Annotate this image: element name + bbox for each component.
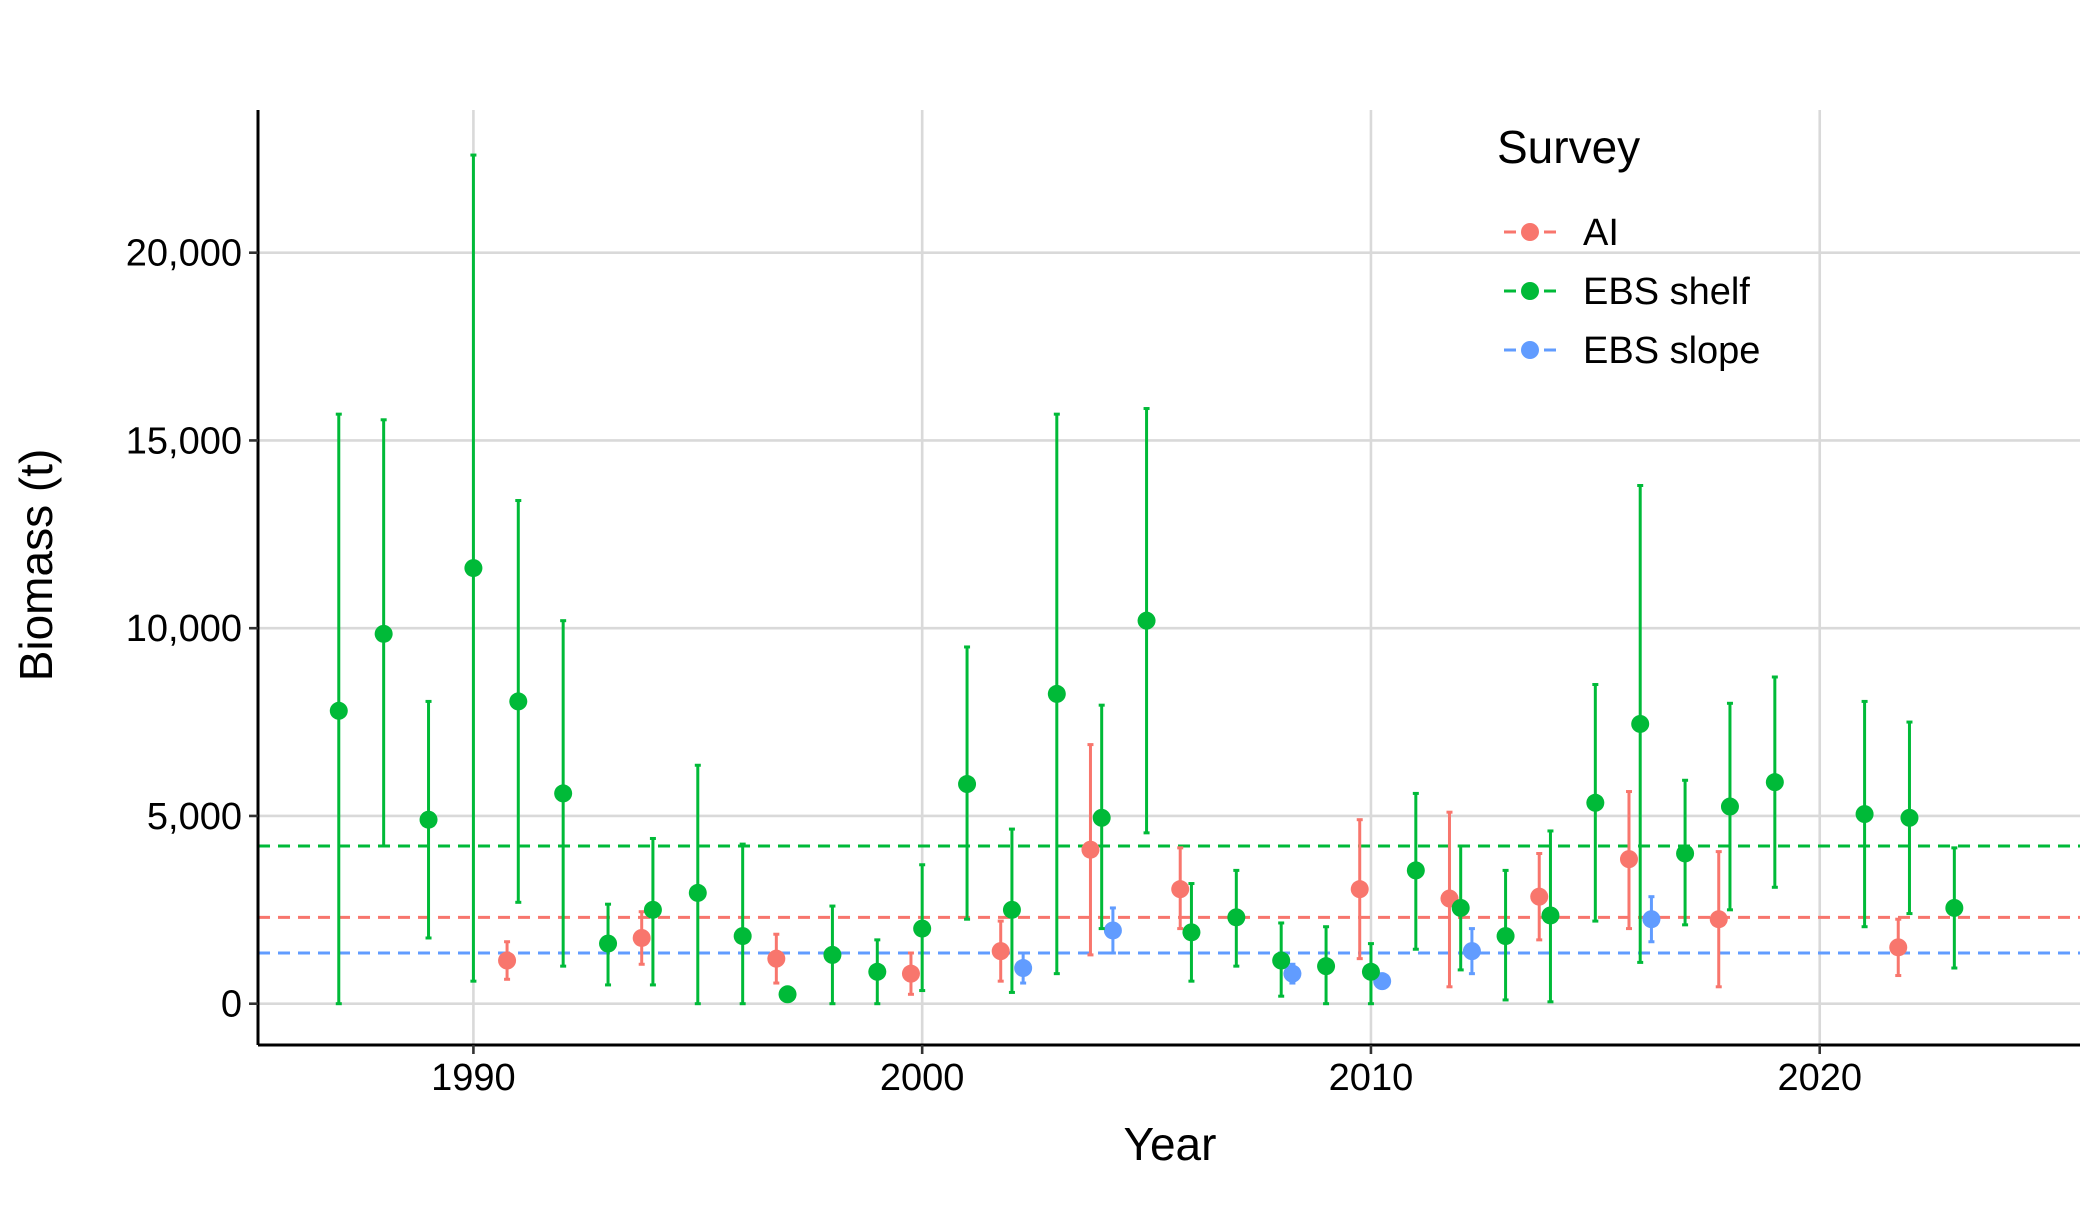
point-ai <box>1619 850 1638 869</box>
point-ebs-shelf <box>1765 773 1784 792</box>
point-ebs-shelf <box>374 624 393 643</box>
point-ebs-shelf <box>1182 923 1201 942</box>
point-ebs-shelf <box>1451 898 1470 917</box>
point-ebs-slope <box>1014 959 1033 978</box>
point-ai <box>1171 880 1190 899</box>
point-ai <box>632 928 651 947</box>
point-ai <box>767 949 786 968</box>
y-tick-label: 5,000 <box>147 796 242 838</box>
point-ai <box>1530 887 1549 906</box>
point-ebs-shelf <box>1945 898 1964 917</box>
point-ebs-shelf <box>1541 906 1560 925</box>
legend-key-point-ai <box>1521 223 1539 241</box>
x-tick-label: 1990 <box>431 1057 516 1099</box>
point-ebs-shelf <box>778 985 797 1004</box>
point-ai <box>991 942 1010 961</box>
point-ebs-shelf <box>1227 908 1246 927</box>
point-ebs-shelf <box>1586 793 1605 812</box>
point-ebs-shelf <box>1092 808 1111 827</box>
point-ebs-shelf <box>1406 861 1425 880</box>
point-ebs-shelf <box>1720 797 1739 816</box>
point-ebs-shelf <box>913 919 932 938</box>
legend-key-point-ebs-slope <box>1521 341 1539 359</box>
point-ebs-slope <box>1462 942 1481 961</box>
point-ai <box>1350 880 1369 899</box>
x-tick-label: 2000 <box>880 1057 965 1099</box>
y-axis-title: Biomass (t) <box>10 449 62 682</box>
point-ebs-shelf <box>1900 808 1919 827</box>
point-ebs-slope <box>1642 910 1661 929</box>
legend-label-ebs-slope: EBS slope <box>1583 330 1760 372</box>
x-tick-label: 2020 <box>1777 1057 1862 1099</box>
point-ebs-shelf <box>554 784 573 803</box>
x-tick-label: 2010 <box>1329 1057 1414 1099</box>
point-ebs-shelf <box>1676 844 1695 863</box>
point-ai <box>1081 840 1100 859</box>
point-ebs-slope <box>1283 964 1302 983</box>
y-tick-label: 20,000 <box>126 233 242 275</box>
legend-label-ebs-shelf: EBS shelf <box>1583 271 1750 313</box>
point-ebs-shelf <box>464 559 483 578</box>
point-ebs-shelf <box>599 934 618 953</box>
y-tick-label: 10,000 <box>126 608 242 650</box>
point-ebs-shelf <box>1137 611 1156 630</box>
point-ebs-shelf <box>643 900 662 919</box>
point-ebs-slope <box>1103 921 1122 940</box>
point-ai <box>1889 938 1908 957</box>
point-ai <box>901 964 920 983</box>
point-ebs-shelf <box>1631 714 1650 733</box>
axis-layer: 1990 2000 2010 2020 0 5,000 10,000 15,000 20,000 <box>126 110 2080 1099</box>
legend: AI EBS shelf EBS slope <box>1504 212 1760 372</box>
point-ebs-shelf <box>1002 900 1021 919</box>
legend-title: Survey <box>1497 121 1640 173</box>
point-ai <box>1709 910 1728 929</box>
point-ebs-shelf <box>733 927 752 946</box>
point-ebs-shelf <box>1317 957 1336 976</box>
point-ebs-shelf <box>1047 684 1066 703</box>
y-tick-label: 0 <box>221 984 242 1026</box>
point-ebs-shelf <box>419 810 438 829</box>
x-axis-title: Year <box>1124 1118 1217 1170</box>
point-ebs-shelf <box>1361 962 1380 981</box>
y-tick-label: 15,000 <box>126 420 242 462</box>
point-ebs-shelf <box>329 701 348 720</box>
point-ebs-shelf <box>958 775 977 794</box>
point-ai <box>498 951 517 970</box>
point-ebs-shelf <box>868 962 887 981</box>
mean-lines <box>258 844 2080 955</box>
data-layer <box>329 153 1964 1006</box>
point-ebs-shelf <box>1855 805 1874 824</box>
legend-key-point-ebs-shelf <box>1521 282 1539 300</box>
point-ebs-shelf <box>1272 951 1291 970</box>
point-ebs-shelf <box>823 945 842 964</box>
point-ebs-shelf <box>509 692 528 711</box>
legend-label-ai: AI <box>1583 212 1619 254</box>
point-ebs-shelf <box>1496 927 1515 946</box>
grid-layer <box>258 110 2080 1045</box>
point-ebs-shelf <box>688 883 707 902</box>
